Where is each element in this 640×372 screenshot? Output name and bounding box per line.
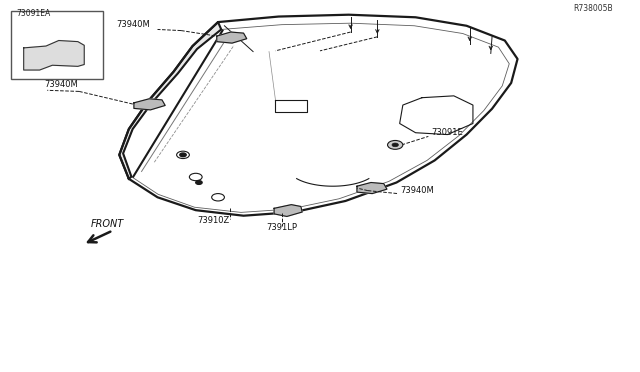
Circle shape xyxy=(196,181,202,185)
Text: R738005B: R738005B xyxy=(573,4,613,13)
Bar xyxy=(11,11,103,79)
Text: 73940M: 73940M xyxy=(45,80,79,89)
Text: 73940M: 73940M xyxy=(400,186,434,195)
Circle shape xyxy=(392,143,398,147)
Polygon shape xyxy=(119,22,221,179)
Text: FRONT: FRONT xyxy=(91,219,124,229)
Polygon shape xyxy=(24,41,84,70)
Circle shape xyxy=(388,141,403,149)
Text: 7391LP: 7391LP xyxy=(266,223,297,232)
Text: 73091EA: 73091EA xyxy=(16,9,51,18)
Text: 73940M: 73940M xyxy=(116,20,150,29)
Circle shape xyxy=(180,153,186,157)
Polygon shape xyxy=(217,32,246,43)
Text: 73910Z: 73910Z xyxy=(198,216,230,225)
Polygon shape xyxy=(357,183,387,193)
Text: 73091E: 73091E xyxy=(431,128,463,137)
Polygon shape xyxy=(274,205,302,217)
Polygon shape xyxy=(134,99,165,110)
